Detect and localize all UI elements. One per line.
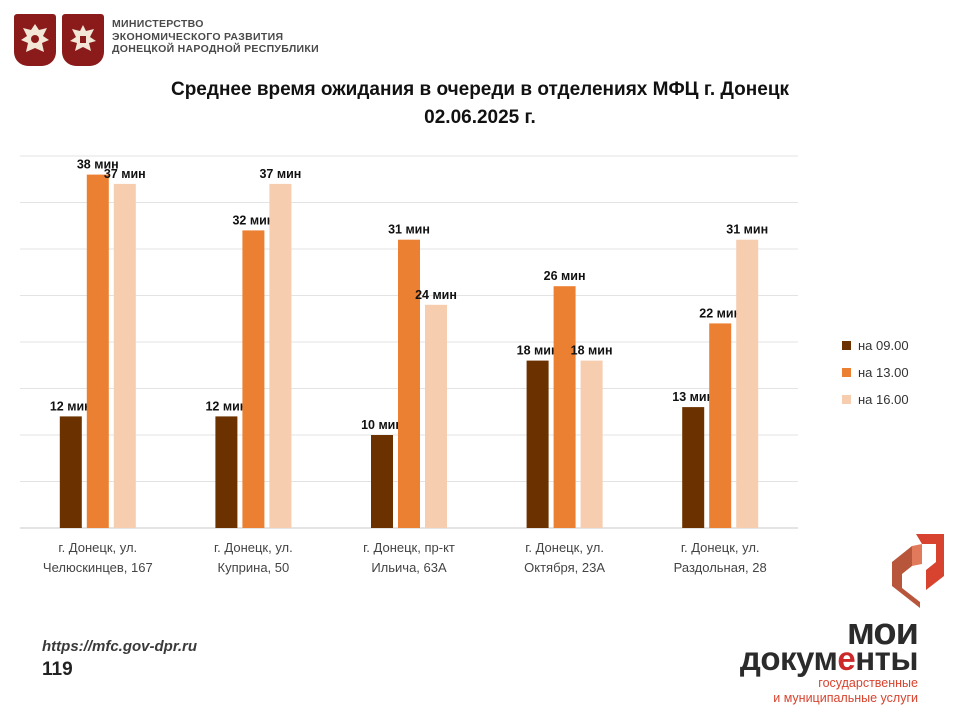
x-tick-label: Октября, 23А — [524, 560, 605, 575]
data-label: 10 мин — [361, 418, 403, 432]
brand-tagline-line: государственные — [818, 676, 918, 690]
legend-item: на 16.00 — [842, 386, 909, 413]
data-label: 12 мин — [205, 399, 247, 413]
legend-swatch — [842, 395, 851, 404]
legend-item: на 13.00 — [842, 359, 909, 386]
data-label: 13 мин — [672, 390, 714, 404]
data-label: 18 мин — [571, 344, 613, 358]
bar — [371, 435, 393, 528]
data-label: 37 мин — [259, 167, 301, 181]
bar — [553, 286, 576, 528]
dpr-eagle-icon — [62, 14, 104, 66]
ministry-line: ЭКОНОМИЧЕСКОГО РАЗВИТИЯ — [112, 30, 284, 43]
data-label: 24 мин — [415, 288, 457, 302]
bar — [425, 304, 447, 528]
data-label: 38 мин — [77, 158, 119, 172]
x-tick-label: Куприна, 50 — [218, 560, 290, 575]
brand-word-part: нты — [855, 640, 918, 677]
ministry-line: МИНИСТЕРСТВО — [112, 18, 204, 30]
x-tick-label: г. Донецк, ул. — [681, 540, 760, 555]
data-label: 26 мин — [544, 269, 586, 283]
x-tick-label: г. Донецк, ул. — [525, 540, 604, 555]
x-tick-label: г. Донецк, ул. — [214, 540, 293, 555]
moi-dokumenty-logo-icon — [892, 534, 944, 608]
legend-label: на 09.00 — [858, 338, 909, 353]
x-tick-label: г. Донецк, ул. — [58, 540, 137, 555]
bar — [59, 416, 82, 528]
brand-tagline-line: и муниципальные услуги — [773, 691, 918, 705]
data-label: 37 мин — [104, 167, 146, 181]
chart-title-line: Среднее время ожидания в очереди в отдел… — [170, 79, 790, 100]
russia-eagle-icon — [14, 14, 56, 66]
brand-word-part: докум — [739, 640, 838, 677]
bar — [113, 183, 136, 528]
brand-name-line1: мои — [846, 611, 919, 653]
bar — [86, 174, 109, 528]
data-label: 18 мин — [517, 344, 559, 358]
bar — [736, 239, 759, 528]
x-tick-label: Раздольная, 28 — [674, 560, 767, 575]
data-label: 32 мин — [232, 213, 274, 227]
bar — [526, 360, 549, 528]
bar — [242, 230, 265, 528]
data-label: 31 мин — [726, 223, 768, 237]
brand-tagline: государственные и муниципальные услуги — [773, 676, 918, 706]
ministry-line: ДОНЕЦКОЙ НАРОДНОЙ РЕСПУБЛИКИ — [112, 43, 319, 55]
bar — [709, 323, 732, 528]
data-label: 12 мин — [50, 399, 92, 413]
bar — [398, 239, 420, 528]
bar — [682, 407, 705, 528]
x-tick-label: Ильича, 63А — [371, 560, 447, 575]
chart-legend: на 09.00 на 13.00 на 16.00 — [842, 332, 909, 413]
legend-swatch — [842, 368, 851, 377]
legend-item: на 09.00 — [842, 332, 909, 359]
legend-label: на 16.00 — [858, 392, 909, 407]
brand-word-accent: е — [837, 640, 856, 677]
chart-title-date: 02.06.2025 г. — [424, 107, 536, 128]
bar — [215, 416, 238, 528]
chart-title: Среднее время ожидания в очереди в отдел… — [0, 76, 960, 132]
data-label: 31 мин — [388, 223, 430, 237]
brand-name-line2: документы — [739, 640, 919, 678]
legend-swatch — [842, 341, 851, 350]
legend-label: на 13.00 — [858, 365, 909, 380]
x-tick-label: г. Донецк, пр-кт — [363, 540, 455, 555]
bar — [269, 183, 292, 528]
website-url[interactable]: https://mfc.gov-dpr.ru — [42, 638, 197, 655]
page-number: 119 — [42, 659, 73, 680]
ministry-name: МИНИСТЕРСТВО ЭКОНОМИЧЕСКОГО РАЗВИТИЯ ДОН… — [112, 18, 319, 56]
bar — [580, 360, 603, 528]
data-label: 22 мин — [699, 306, 741, 320]
x-tick-label: Челюскинцев, 167 — [43, 560, 153, 575]
